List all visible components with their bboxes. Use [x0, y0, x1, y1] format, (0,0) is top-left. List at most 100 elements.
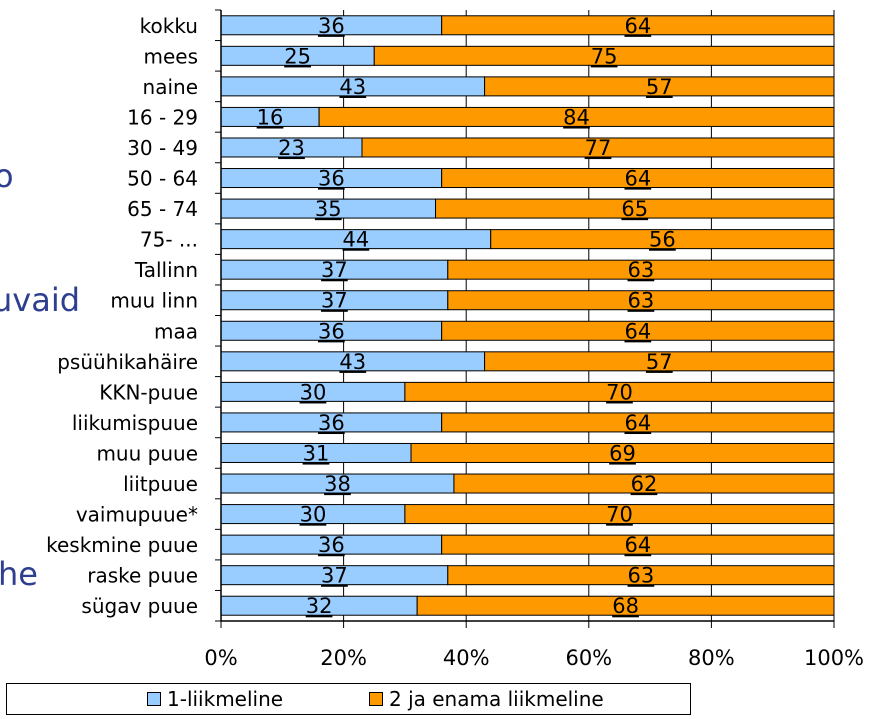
- data-label-series-1: 36: [318, 319, 345, 343]
- data-label-series-2: 64: [624, 319, 651, 343]
- bar-segment-series-2: [404, 381, 835, 402]
- category-label: raske puue: [87, 564, 198, 588]
- data-label-series-1: 25: [284, 44, 311, 68]
- category-label: Tallinn: [134, 258, 198, 282]
- bar-segment-series-2: [441, 168, 835, 189]
- data-label-series-1: 38: [324, 472, 351, 496]
- bar-segment-series-2: [447, 259, 835, 280]
- background-fragment: o: [0, 157, 14, 195]
- bars: [220, 15, 835, 616]
- x-tick-label: 20%: [320, 646, 367, 670]
- data-labels: 36 64 25 75 43 57 16 84 23 77 36 64 35 65 44 56 37 63 37 63…: [257, 14, 676, 618]
- bar-segment-series-2: [441, 320, 835, 341]
- bar-segment-series-2: [435, 198, 835, 219]
- x-tick-label: 60%: [565, 646, 612, 670]
- background-fragment: he: [0, 555, 38, 593]
- x-tick-labels: 0% 20% 40% 60% 80% 100%: [204, 646, 864, 670]
- data-label-series-1: 35: [315, 197, 342, 221]
- data-label-series-2: 65: [621, 197, 648, 221]
- data-label-series-2: 70: [606, 380, 633, 404]
- bar-segment-series-2: [484, 76, 835, 97]
- data-label-series-2: 64: [624, 411, 651, 435]
- x-tick-label: 40%: [443, 646, 490, 670]
- data-label-series-2: 75: [591, 44, 618, 68]
- category-label: KKN-puue: [99, 380, 198, 404]
- data-label-series-2: 64: [624, 167, 651, 191]
- data-label-series-1: 36: [318, 411, 345, 435]
- x-tick-label: 100%: [804, 646, 864, 670]
- category-label: 30 - 49: [127, 136, 198, 160]
- category-labels: kokku mees naine 16 - 29 30 - 49 50 - 64 65 - …: [46, 14, 198, 618]
- data-label-series-2: 63: [628, 564, 655, 588]
- category-label: vaimupuue*: [76, 503, 198, 527]
- data-label-series-2: 57: [646, 350, 673, 374]
- bar-segment-series-2: [373, 45, 835, 66]
- bar-segment-series-2: [441, 15, 835, 36]
- grid-lines: [343, 10, 835, 621]
- axes: [215, 9, 835, 628]
- category-label: psüühikahäire: [57, 350, 198, 374]
- data-label-series-2: 77: [585, 136, 612, 160]
- data-label-series-1: 37: [321, 289, 348, 313]
- legend-label-series-2: 2 ja enama liikmeline: [389, 687, 604, 711]
- bar-segment-series-2: [441, 534, 835, 555]
- legend-swatch-series-2: [369, 692, 383, 706]
- bar-segment-series-2: [447, 290, 835, 311]
- data-label-series-1: 30: [300, 380, 327, 404]
- category-label: naine: [143, 75, 198, 99]
- x-tick-label: 80%: [688, 646, 735, 670]
- data-label-series-1: 36: [318, 167, 345, 191]
- bar-segment-series-2: [404, 504, 835, 525]
- data-label-series-1: 37: [321, 564, 348, 588]
- data-label-series-1: 37: [321, 258, 348, 282]
- data-label-series-1: 31: [303, 441, 330, 465]
- data-label-series-2: 68: [612, 594, 639, 618]
- bar-segment-series-2: [416, 595, 835, 616]
- data-label-series-1: 43: [339, 75, 366, 99]
- bar-segment-series-2: [410, 442, 835, 463]
- category-label: 65 - 74: [127, 197, 198, 221]
- data-label-series-2: 63: [628, 258, 655, 282]
- bar-segment-series-2: [441, 412, 835, 433]
- data-label-series-1: 16: [257, 105, 284, 129]
- category-label: 75- ...: [140, 228, 198, 252]
- category-label: liikumispuue: [72, 411, 198, 435]
- bar-segment-series-2: [484, 351, 835, 372]
- legend-item-series-1: 1-liikmeline: [147, 684, 283, 714]
- bar-segment-series-2: [361, 137, 835, 158]
- category-label: maa: [154, 319, 198, 343]
- legend-item-series-2: 2 ja enama liikmeline: [369, 684, 604, 714]
- category-label: kokku: [140, 14, 198, 38]
- legend: 1-liikmeline 2 ja enama liikmeline: [6, 683, 691, 715]
- data-label-series-1: 36: [318, 14, 345, 38]
- data-label-series-1: 32: [306, 594, 333, 618]
- data-label-series-2: 64: [624, 533, 651, 557]
- data-label-series-2: 56: [649, 228, 676, 252]
- bar-segment-series-2: [318, 106, 835, 127]
- category-label: muu puue: [96, 441, 198, 465]
- legend-swatch-series-1: [147, 692, 161, 706]
- category-label: 16 - 29: [127, 105, 198, 129]
- category-label: keskmine puue: [46, 533, 198, 557]
- category-label: mees: [143, 44, 198, 68]
- legend-label-series-1: 1-liikmeline: [167, 687, 284, 711]
- category-label: sügav puue: [81, 594, 198, 618]
- category-label: muu linn: [110, 289, 198, 313]
- data-label-series-1: 23: [278, 136, 305, 160]
- data-label-series-1: 44: [342, 228, 369, 252]
- data-label-series-1: 36: [318, 533, 345, 557]
- background-fragment: uvaid: [0, 281, 81, 319]
- category-label: 50 - 64: [127, 167, 198, 191]
- bar-segment-series-2: [490, 229, 835, 250]
- bar-segment-series-2: [453, 473, 835, 494]
- data-label-series-1: 30: [300, 503, 327, 527]
- data-label-series-2: 69: [609, 441, 636, 465]
- data-label-series-2: 84: [563, 105, 590, 129]
- data-label-series-2: 64: [624, 14, 651, 38]
- data-label-series-2: 62: [631, 472, 658, 496]
- data-label-series-2: 57: [646, 75, 673, 99]
- category-label: liitpuue: [123, 472, 198, 496]
- data-label-series-2: 70: [606, 503, 633, 527]
